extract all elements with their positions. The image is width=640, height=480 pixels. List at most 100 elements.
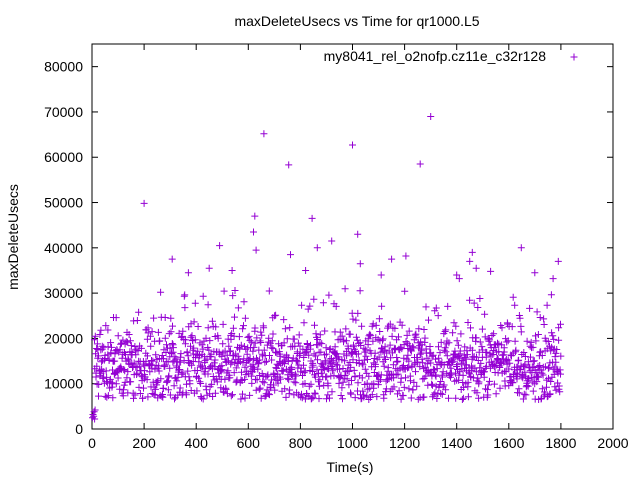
data-point (167, 328, 175, 336)
data-point (349, 315, 357, 323)
data-point (438, 390, 446, 398)
data-point (265, 390, 273, 398)
data-point (246, 391, 254, 399)
data-point (226, 348, 234, 356)
data-point (204, 324, 212, 332)
data-point (346, 330, 354, 338)
data-point (93, 362, 101, 370)
data-point (363, 379, 371, 387)
data-point (400, 354, 408, 362)
data-point (240, 355, 248, 363)
data-point (339, 395, 346, 403)
data-point (232, 364, 240, 372)
data-point (311, 390, 319, 398)
data-point (532, 337, 540, 345)
data-point (294, 357, 301, 365)
data-point (124, 355, 132, 363)
data-point (515, 389, 523, 397)
y-axis-label: maxDeleteUsecs (5, 184, 21, 290)
data-point (421, 334, 429, 342)
data-point (330, 372, 338, 380)
data-point (459, 394, 467, 402)
data-point (326, 346, 334, 353)
data-point (140, 199, 148, 207)
data-point (269, 330, 277, 338)
data-point (550, 335, 558, 343)
data-point (378, 302, 386, 310)
data-point (557, 370, 564, 378)
data-point (250, 228, 257, 236)
data-point (515, 356, 523, 364)
data-point (148, 364, 156, 372)
data-point (227, 392, 235, 400)
data-point (452, 322, 460, 330)
data-point (239, 390, 246, 398)
data-point (122, 338, 130, 346)
data-point (306, 302, 314, 310)
data-point (533, 308, 541, 316)
chart-title: maxDeleteUsecs vs Time for qr1000.L5 (234, 13, 479, 29)
data-point (436, 349, 444, 357)
data-point (547, 347, 555, 355)
data-point (534, 331, 542, 338)
data-point (201, 365, 209, 373)
data-point (523, 382, 531, 389)
data-point (332, 302, 340, 310)
data-point (420, 326, 428, 333)
x-tick-label: 1800 (545, 435, 576, 451)
data-point (211, 389, 219, 397)
data-point (188, 361, 196, 369)
data-point (95, 352, 102, 360)
data-point (157, 375, 165, 383)
data-point (432, 355, 439, 363)
data-point (166, 391, 174, 399)
data-point (228, 267, 236, 274)
data-point (477, 359, 485, 367)
data-point (492, 390, 500, 398)
data-point (120, 386, 127, 394)
data-point (196, 378, 204, 386)
data-point (105, 355, 113, 363)
data-point (270, 381, 277, 389)
data-point (144, 352, 151, 360)
data-point (271, 312, 279, 320)
data-point (197, 380, 205, 387)
data-point (161, 362, 169, 370)
data-point (239, 325, 247, 333)
data-point (489, 351, 497, 358)
data-point (375, 377, 383, 385)
data-point (130, 394, 137, 402)
data-point (507, 377, 515, 385)
data-point (521, 353, 529, 360)
data-point (522, 391, 530, 399)
data-point (345, 381, 353, 389)
data-point (498, 324, 506, 332)
x-tick-label: 1000 (337, 435, 368, 451)
data-point (220, 287, 228, 295)
data-point (127, 342, 135, 350)
data-point (473, 389, 481, 397)
data-point (269, 345, 277, 353)
data-point (144, 393, 152, 401)
data-point (249, 355, 257, 363)
data-point (216, 367, 224, 374)
data-point (265, 287, 273, 295)
data-point (377, 376, 384, 384)
data-point (345, 368, 353, 375)
data-point (311, 373, 319, 381)
data-point (544, 338, 552, 345)
data-point (184, 367, 192, 375)
data-point (317, 348, 325, 356)
data-point (556, 388, 564, 396)
data-point (490, 380, 498, 388)
data-point (193, 367, 201, 374)
data-point (241, 363, 249, 371)
x-tick-label: 1400 (441, 435, 472, 451)
data-point (213, 378, 221, 386)
data-point (236, 345, 244, 353)
data-point (552, 349, 560, 357)
data-point (555, 336, 563, 344)
data-point (341, 285, 349, 293)
data-point (234, 352, 242, 360)
data-point (552, 358, 560, 366)
